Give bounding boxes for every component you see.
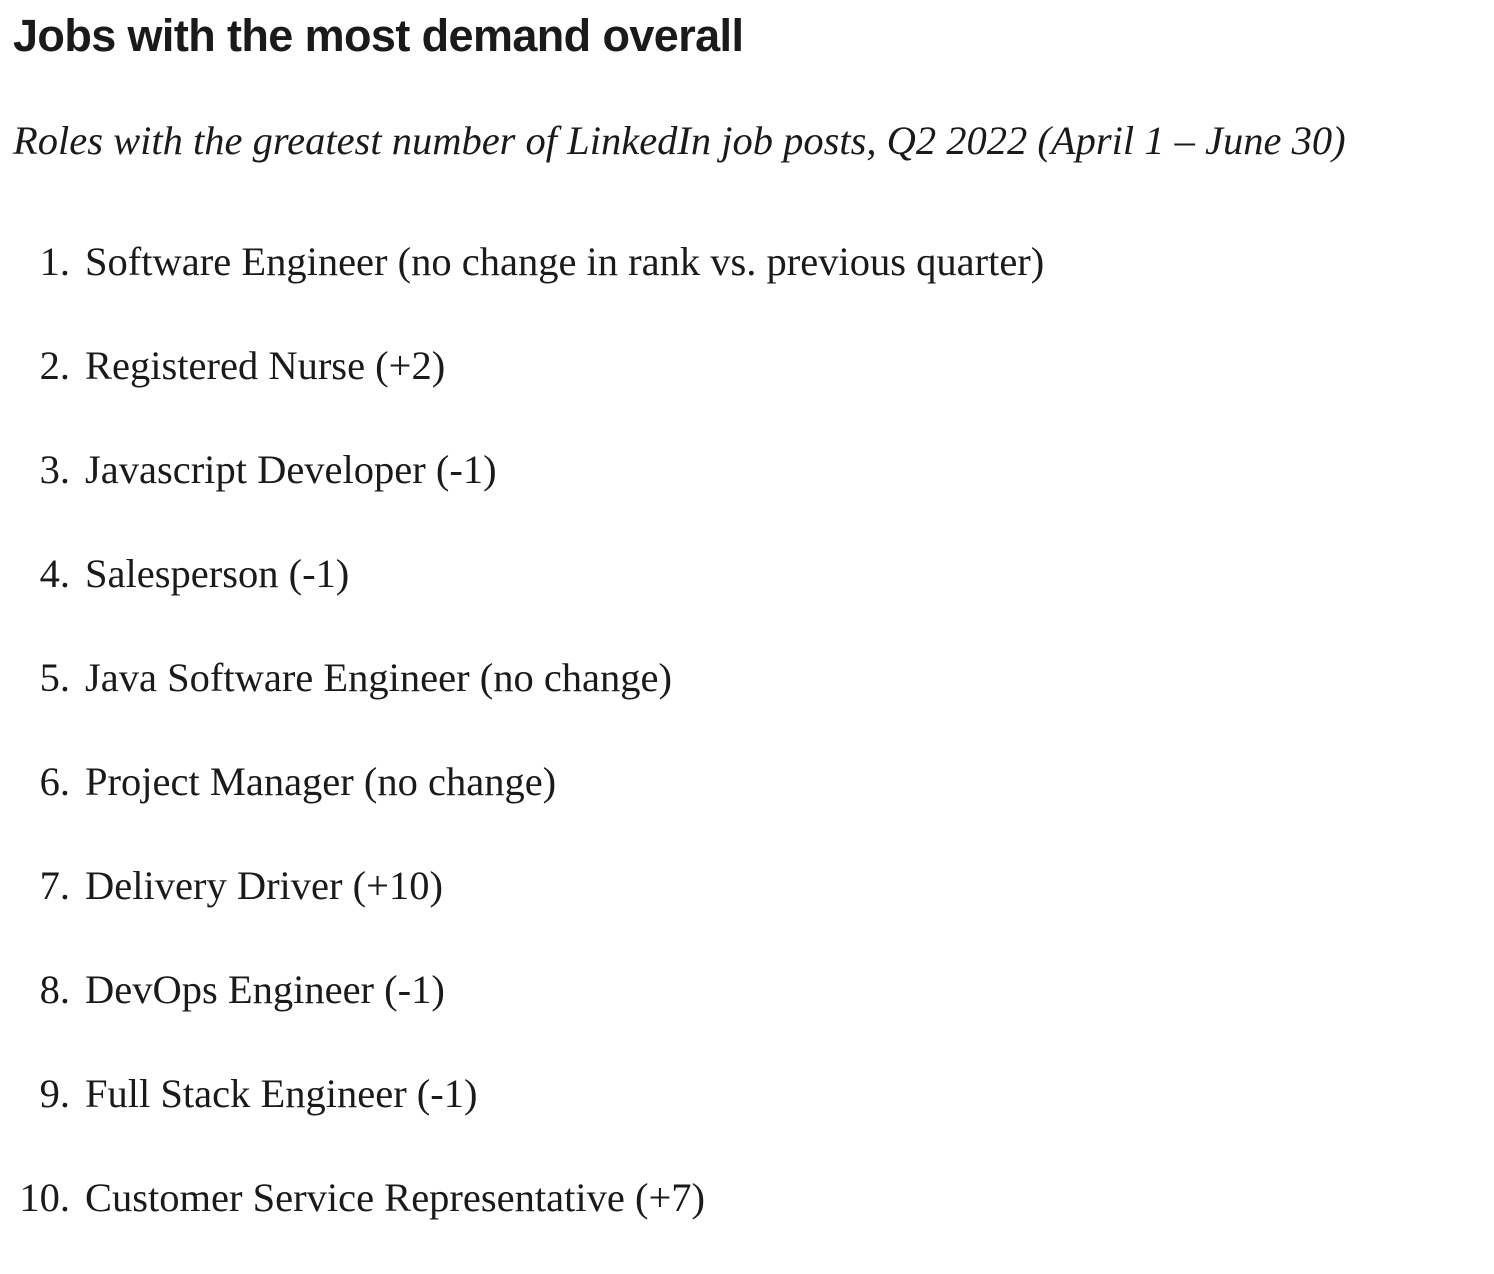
article: Jobs with the most demand overall Roles … <box>13 10 1346 1220</box>
list-item-text: DevOps Engineer (-1) <box>85 967 445 1012</box>
list-item-text: Java Software Engineer (no change) <box>85 655 672 700</box>
list-item-text: Full Stack Engineer (-1) <box>85 1071 478 1116</box>
article-subtitle: Roles with the greatest number of Linked… <box>13 118 1346 163</box>
list-item-text: Registered Nurse (+2) <box>85 343 446 388</box>
list-item-text: Delivery Driver (+10) <box>85 863 443 908</box>
list-item-text: Software Engineer (no change in rank vs.… <box>85 239 1045 284</box>
list-item-text: Customer Service Representative (+7) <box>85 1175 706 1220</box>
list-item-number: 1. <box>39 239 70 284</box>
list-item-text: Salesperson (-1) <box>85 551 350 596</box>
list-item-number: 5. <box>39 655 70 700</box>
list-item-number: 7. <box>39 863 70 908</box>
list-item-number: 10. <box>19 1175 70 1220</box>
list-item-number: 3. <box>39 447 70 492</box>
list-item-text: Javascript Developer (-1) <box>85 447 497 492</box>
list-item-number: 9. <box>39 1071 70 1116</box>
list-item-number: 6. <box>39 759 70 804</box>
list-item-number: 8. <box>39 967 70 1012</box>
list-item-number: 4. <box>39 551 70 596</box>
article-heading: Jobs with the most demand overall <box>13 10 744 61</box>
list-item-text: Project Manager (no change) <box>85 759 557 804</box>
list-item-number: 2. <box>39 343 70 388</box>
